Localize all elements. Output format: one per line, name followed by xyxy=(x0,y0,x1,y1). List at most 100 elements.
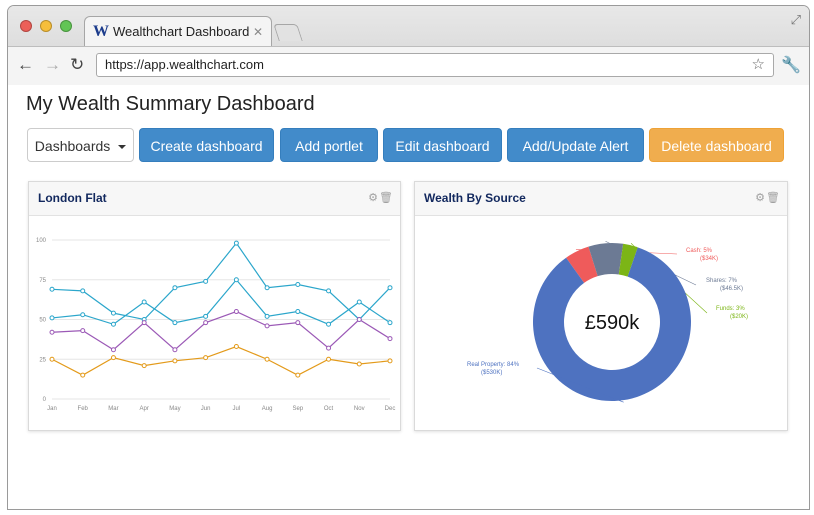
data-point xyxy=(295,282,301,288)
portlet-header: Wealth By Source ⚙ 🗑 xyxy=(415,182,787,216)
donut-chart-area: Cash: 5% ($34K) Shares: 7% ($46.5K) Funds: 3… xyxy=(415,216,787,430)
new-tab-button[interactable] xyxy=(273,24,303,41)
slice-label: Shares: 7% xyxy=(706,278,738,284)
x-tick-label: Oct xyxy=(324,406,334,412)
x-tick-label: Mar xyxy=(108,406,118,412)
slice-label: Funds: 3% xyxy=(716,306,745,312)
data-point xyxy=(80,312,86,318)
data-point xyxy=(326,345,332,351)
close-window-button[interactable] xyxy=(20,20,32,32)
wrench-icon[interactable]: 🔧 xyxy=(781,57,801,74)
address-bar[interactable]: https://app.wealthchart.com ☆ xyxy=(96,53,774,77)
gear-icon[interactable]: ⚙ xyxy=(755,192,765,204)
series-line xyxy=(51,310,391,351)
page-title: My Wealth Summary Dashboard xyxy=(26,93,315,115)
donut-slice xyxy=(533,247,691,401)
trash-icon[interactable]: 🗑 xyxy=(379,192,393,204)
x-tick-label: May xyxy=(169,406,180,412)
data-point xyxy=(203,278,209,284)
x-tick-label: Apr xyxy=(140,406,149,412)
x-tick-label: Jan xyxy=(47,406,57,412)
dashboards-dropdown[interactable]: Dashboards xyxy=(27,128,134,162)
data-point xyxy=(356,299,362,305)
data-point xyxy=(172,358,178,364)
data-point xyxy=(80,328,86,334)
data-point xyxy=(80,372,86,378)
portlet-london-flat: London Flat ⚙ 🗑 0 25 50 75 100 Jan Feb Mar Apr Ma… xyxy=(28,181,401,431)
slice-amount: ($34K) xyxy=(700,256,718,262)
data-point xyxy=(49,315,55,321)
slice-amount: ($20K) xyxy=(730,314,748,320)
tab-close-icon[interactable]: ✕ xyxy=(252,24,263,39)
data-point xyxy=(110,347,116,353)
create-dashboard-button[interactable]: Create dashboard xyxy=(139,128,274,162)
donut-slice xyxy=(566,246,598,283)
y-tick-label: 50 xyxy=(39,318,46,324)
data-point xyxy=(110,355,116,361)
data-point xyxy=(387,358,393,364)
edit-dashboard-button[interactable]: Edit dashboard xyxy=(383,128,502,162)
data-point xyxy=(203,355,209,361)
zoom-window-button[interactable] xyxy=(60,20,72,32)
data-point xyxy=(233,344,239,350)
data-point xyxy=(233,277,239,283)
favicon-icon: W xyxy=(93,22,109,40)
minimize-window-button[interactable] xyxy=(40,20,52,32)
series-line xyxy=(51,345,391,376)
back-arrow-icon[interactable]: ← xyxy=(17,55,34,74)
data-point xyxy=(110,310,116,316)
star-icon[interactable]: ☆ xyxy=(751,56,765,73)
add-update-alert-button[interactable]: Add/Update Alert xyxy=(507,128,644,162)
data-point xyxy=(80,288,86,294)
data-point xyxy=(49,356,55,362)
data-point xyxy=(295,309,301,315)
x-tick-label: Jun xyxy=(201,406,211,412)
donut-slice xyxy=(588,243,624,277)
caret-down-icon xyxy=(118,145,127,150)
x-tick-label: Sep xyxy=(292,406,303,412)
add-portlet-button[interactable]: Add portlet xyxy=(280,128,378,162)
browser-toolbar: ← → ↻ https://app.wealthchart.com ☆ 🔧 xyxy=(8,46,809,85)
reload-icon[interactable]: ↻ xyxy=(70,55,85,74)
data-point xyxy=(203,313,209,319)
data-point xyxy=(49,329,55,335)
x-tick-label: Nov xyxy=(354,406,365,412)
browser-chrome: W Wealthchart Dashboard ✕ ⤢ ← → ↻ https:… xyxy=(8,6,809,85)
data-point xyxy=(264,323,270,329)
data-point xyxy=(387,285,393,291)
slice-label: Cash: 5% xyxy=(686,248,713,254)
data-point xyxy=(264,356,270,362)
delete-dashboard-button[interactable]: Delete dashboard xyxy=(649,128,784,162)
line-chart: 0 25 50 75 100 Jan Feb Mar Apr May Jun Jul Aug Sep Oct… xyxy=(36,238,395,412)
tab-title: Wealthchart Dashboard xyxy=(113,24,250,39)
gear-icon[interactable]: ⚙ xyxy=(368,192,378,204)
browser-tab[interactable]: W Wealthchart Dashboard ✕ xyxy=(84,16,272,46)
line-chart-area: 0 25 50 75 100 Jan Feb Mar Apr May Jun Jul Aug Sep Oct… xyxy=(29,216,400,430)
donut-center-label: £590k xyxy=(585,312,640,334)
data-point xyxy=(387,320,393,326)
data-point xyxy=(326,288,332,294)
data-point xyxy=(326,356,332,362)
x-tick-label: Aug xyxy=(262,406,273,412)
data-point xyxy=(356,317,362,322)
forward-arrow-icon[interactable]: → xyxy=(44,55,61,74)
data-point xyxy=(49,286,55,292)
fullscreen-icon[interactable]: ⤢ xyxy=(790,12,801,27)
slice-amount: ($530K) xyxy=(481,370,502,376)
data-point xyxy=(141,363,147,369)
portlet-title: Wealth By Source xyxy=(424,191,526,205)
data-point xyxy=(233,240,239,246)
portlet-title: London Flat xyxy=(38,191,107,205)
data-point xyxy=(326,321,332,327)
slice-label: Real Property: 84% xyxy=(467,362,520,368)
data-point xyxy=(295,372,301,378)
data-point xyxy=(264,313,270,319)
data-point xyxy=(172,347,178,353)
data-point xyxy=(141,320,147,326)
y-tick-label: 25 xyxy=(39,357,46,363)
label-leader-line xyxy=(536,367,624,403)
portlet-header: London Flat ⚙ 🗑 xyxy=(29,182,400,216)
trash-icon[interactable]: 🗑 xyxy=(766,192,780,204)
y-tick-label: 100 xyxy=(36,238,47,244)
series-line xyxy=(51,242,391,321)
